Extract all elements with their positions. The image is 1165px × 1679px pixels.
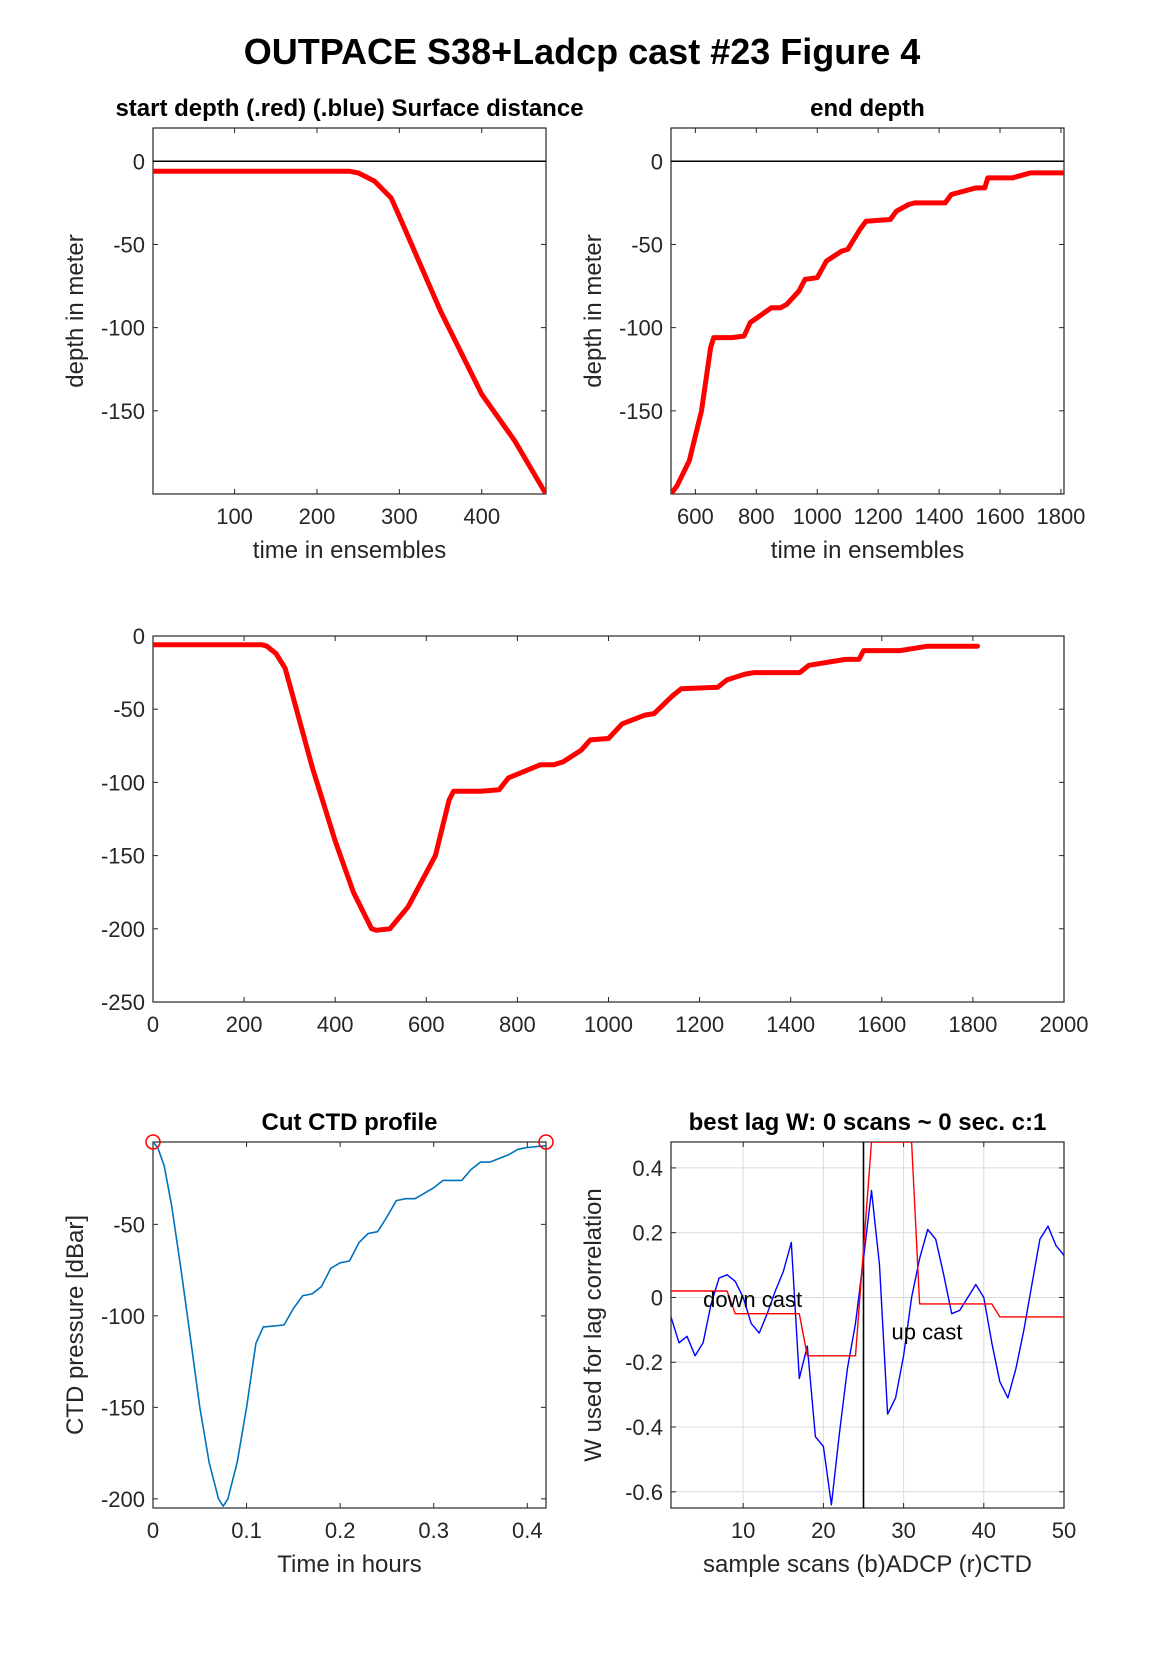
- annotation-label: down cast: [703, 1287, 802, 1312]
- y-axis-label: W used for lag correlation: [580, 1188, 607, 1461]
- y-tick-label: -0.4: [625, 1415, 663, 1440]
- series-line-0: [153, 642, 980, 933]
- x-tick-label: 200: [226, 1012, 263, 1037]
- x-tick-label: 2000: [1040, 1012, 1089, 1037]
- x-tick-label: 1000: [584, 1012, 633, 1037]
- x-tick-label: 1600: [857, 1012, 906, 1037]
- x-tick-label: 400: [317, 1012, 354, 1037]
- y-tick-label: 0: [651, 1285, 663, 1310]
- x-tick-label: 1400: [915, 504, 964, 529]
- y-tick-label: -50: [113, 697, 145, 722]
- chart-lag: 10 20 30 40 50 -0.6 -0.4 -0.2 0 0.2 0.4 best lag W:…: [580, 1109, 1076, 1578]
- x-tick-label: 0: [147, 1518, 159, 1543]
- x-tick-label: 800: [499, 1012, 536, 1037]
- series-line-0: [671, 1189, 1064, 1506]
- chart-title: Cut CTD profile: [262, 1109, 438, 1136]
- x-tick-label: 0.2: [325, 1518, 356, 1543]
- chart-title: end depth: [810, 95, 925, 122]
- plot-area: [671, 1142, 1064, 1508]
- y-tick-label: -50: [113, 1212, 145, 1237]
- y-tick-label: -100: [101, 770, 145, 795]
- x-axis-label: sample scans (b)ADCP (r)CTD: [703, 1551, 1032, 1578]
- y-tick-label: 0.2: [632, 1221, 663, 1246]
- x-tick-label: 0.3: [418, 1518, 449, 1543]
- y-tick-label: -0.2: [625, 1350, 663, 1375]
- chart-end: 600 800 1000 1200 1400 1600 1800 -150 -100 -50 0 en…: [580, 95, 1085, 564]
- y-tick-label: -50: [631, 232, 663, 257]
- y-tick-label: -150: [619, 399, 663, 424]
- x-tick-label: 600: [408, 1012, 445, 1037]
- x-tick-label: 300: [381, 504, 418, 529]
- y-tick-label: 0: [651, 149, 663, 174]
- x-tick-label: 800: [738, 504, 775, 529]
- y-tick-label: 0.4: [632, 1156, 663, 1181]
- x-axis-label: Time in hours: [277, 1551, 422, 1578]
- series-line-0: [671, 170, 1064, 494]
- y-tick-label: -100: [101, 316, 145, 341]
- x-tick-label: 0.4: [512, 1518, 543, 1543]
- x-tick-label: 1200: [854, 504, 903, 529]
- cut-marker: [538, 1134, 554, 1150]
- cut-marker: [145, 1134, 161, 1150]
- chart-title: best lag W: 0 scans ~ 0 sec. c:1: [689, 1109, 1047, 1136]
- x-tick-label: 0.1: [231, 1518, 262, 1543]
- x-tick-label: 600: [677, 504, 714, 529]
- y-tick-label: -150: [101, 399, 145, 424]
- y-tick-label: -250: [101, 990, 145, 1015]
- y-tick-label: 0: [133, 149, 145, 174]
- x-tick-label: 1600: [976, 504, 1025, 529]
- x-tick-label: 0: [147, 1012, 159, 1037]
- x-tick-label: 100: [216, 504, 253, 529]
- x-tick-label: 20: [811, 1518, 835, 1543]
- x-axis-label: time in ensembles: [253, 537, 446, 564]
- series-line-0: [153, 168, 546, 494]
- y-tick-label: -100: [101, 1304, 145, 1329]
- y-tick-label: -100: [619, 316, 663, 341]
- plot-area: [671, 160, 1064, 494]
- series-line-0: [153, 1142, 546, 1507]
- x-axis-label: time in ensembles: [771, 537, 964, 564]
- x-tick-label: 1200: [675, 1012, 724, 1037]
- axes-box: [152, 127, 547, 495]
- y-tick-label: 0: [133, 624, 145, 649]
- annotation-label: up cast: [892, 1320, 963, 1345]
- chart-full: 0 200 400 600 800 1000 1200 1400 1600 1800 2000 -25…: [101, 624, 1089, 1037]
- plot-area: [153, 642, 980, 933]
- x-tick-label: 50: [1052, 1518, 1076, 1543]
- plot-area: [153, 1142, 546, 1508]
- figure-title: OUTPACE S38+Ladcp cast #23 Figure 4: [244, 31, 921, 72]
- y-tick-label: -0.6: [625, 1480, 663, 1505]
- x-tick-label: 1800: [1036, 504, 1085, 529]
- chart-title: start depth (.red) (.blue) Surface dista…: [115, 95, 583, 122]
- y-tick-label: -50: [113, 232, 145, 257]
- x-tick-label: 1000: [793, 504, 842, 529]
- x-tick-label: 1400: [766, 1012, 815, 1037]
- plot-area: [153, 160, 546, 494]
- y-tick-label: -200: [101, 1487, 145, 1512]
- axes-box: [152, 1141, 547, 1509]
- x-tick-label: 40: [972, 1518, 996, 1543]
- y-tick-label: -150: [101, 844, 145, 869]
- y-tick-label: -150: [101, 1395, 145, 1420]
- y-axis-label: depth in meter: [62, 234, 89, 387]
- x-tick-label: 400: [463, 504, 500, 529]
- y-axis-label: CTD pressure [dBar]: [62, 1215, 89, 1435]
- x-tick-label: 1800: [948, 1012, 997, 1037]
- chart-start: 100 200 300 400 -150 -100 -50 0 start depth (.re…: [62, 95, 584, 564]
- y-axis-label: depth in meter: [580, 234, 607, 387]
- x-tick-label: 10: [731, 1518, 755, 1543]
- y-tick-label: -200: [101, 917, 145, 942]
- chart-ctd: 0 0.1 0.2 0.3 0.4 -200 -150 -100 -50 Cut CTD prof…: [62, 1109, 554, 1578]
- x-tick-label: 30: [891, 1518, 915, 1543]
- axes-box: [670, 1141, 1065, 1509]
- series-line-1: [671, 1142, 1064, 1357]
- x-tick-label: 200: [299, 504, 336, 529]
- axes-box: [670, 127, 1065, 495]
